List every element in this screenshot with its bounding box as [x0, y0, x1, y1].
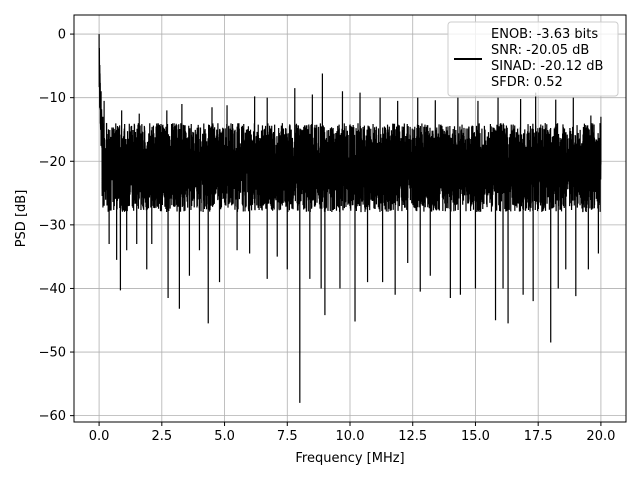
- y-tick-label: −30: [39, 218, 66, 233]
- x-tick-label: 2.5: [151, 429, 172, 444]
- x-tick-label: 12.5: [398, 429, 427, 444]
- ticks: 0.0 2.5 5.0 7.5 10.0 12.5 15.0 17.5 20.0 0 −10 −20 −…: [39, 28, 616, 444]
- y-tick-label: −50: [39, 346, 66, 361]
- legend-entry-line: SINAD: -20.12 dB: [491, 59, 603, 74]
- x-tick-label: 20.0: [586, 429, 615, 444]
- x-tick-label: 15.0: [461, 429, 490, 444]
- y-axis-label: PSD [dB]: [14, 190, 29, 248]
- psd-line: [98, 34, 602, 403]
- data-layer: [98, 34, 602, 403]
- legend-entry-line: ENOB: -3.63 bits: [491, 27, 598, 42]
- x-axis-label: Frequency [MHz]: [295, 451, 404, 466]
- y-tick-label: 0: [58, 28, 66, 43]
- legend-entry-line: SFDR: 0.52: [491, 75, 563, 90]
- y-tick-label: −10: [39, 91, 66, 106]
- x-tick-label: 0.0: [89, 429, 110, 444]
- legend-entry-line: SNR: -20.05 dB: [491, 43, 589, 58]
- y-tick-label: −40: [39, 282, 66, 297]
- y-tick-label: −60: [39, 409, 66, 424]
- y-tick-label: −20: [39, 155, 66, 170]
- legend-box: [447, 21, 619, 97]
- x-tick-label: 10.0: [336, 429, 365, 444]
- x-tick-label: 17.5: [524, 429, 553, 444]
- x-tick-label: 5.0: [214, 429, 235, 444]
- x-tick-label: 7.5: [277, 429, 298, 444]
